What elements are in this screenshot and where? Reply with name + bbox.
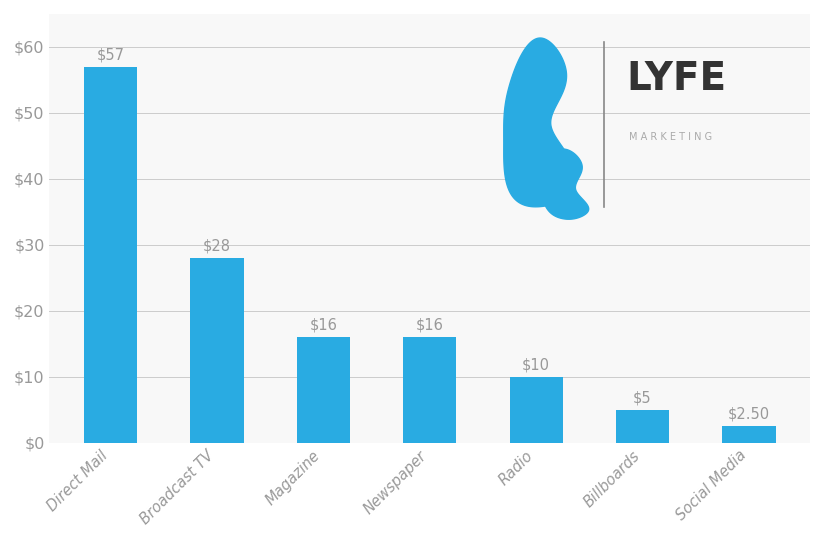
Bar: [297, 338, 350, 443]
Text: $5: $5: [633, 391, 652, 405]
Text: M A R K E T I N G: M A R K E T I N G: [629, 132, 712, 142]
Polygon shape: [541, 149, 588, 219]
Text: $10: $10: [522, 358, 550, 372]
Bar: [616, 410, 669, 443]
Polygon shape: [503, 38, 574, 207]
Bar: [403, 338, 456, 443]
Text: $2.50: $2.50: [728, 407, 770, 422]
Bar: [84, 67, 137, 443]
Bar: [509, 377, 563, 443]
Text: $57: $57: [96, 47, 124, 62]
Text: $28: $28: [203, 239, 231, 254]
Bar: [723, 426, 775, 443]
Text: $16: $16: [309, 318, 337, 333]
Text: $16: $16: [416, 318, 443, 333]
Text: LYFE: LYFE: [626, 60, 726, 98]
Bar: [190, 258, 244, 443]
